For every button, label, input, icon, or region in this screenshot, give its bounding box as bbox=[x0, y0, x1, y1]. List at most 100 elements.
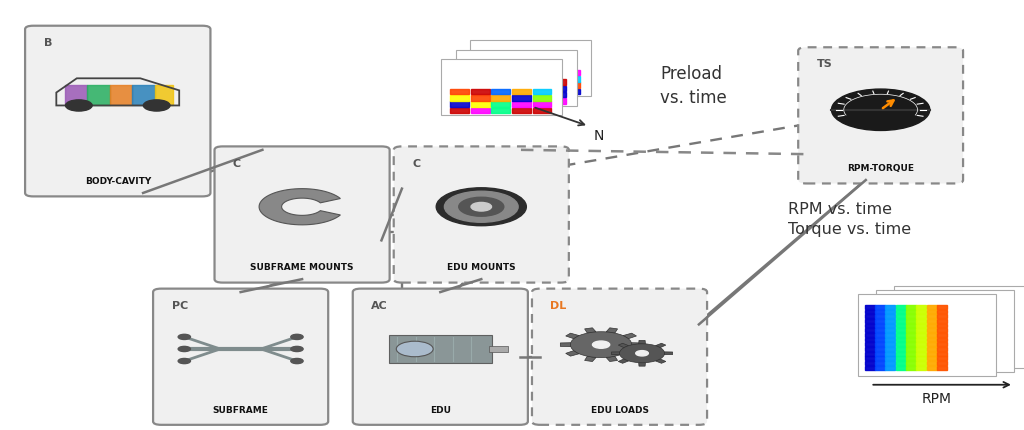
Bar bbox=[479, 71, 498, 76]
Bar bbox=[914, 334, 924, 338]
Bar bbox=[925, 362, 935, 366]
Bar bbox=[955, 315, 966, 319]
Bar bbox=[465, 99, 483, 104]
Bar bbox=[883, 362, 893, 366]
Bar bbox=[864, 314, 874, 318]
Bar bbox=[896, 314, 905, 318]
Bar bbox=[923, 301, 932, 305]
Bar bbox=[906, 356, 916, 360]
Bar bbox=[901, 334, 911, 338]
Bar bbox=[532, 96, 552, 101]
Bar bbox=[953, 338, 964, 342]
Bar bbox=[943, 357, 953, 361]
Polygon shape bbox=[565, 351, 580, 356]
Circle shape bbox=[143, 101, 170, 112]
Bar bbox=[927, 314, 937, 318]
Bar bbox=[885, 319, 895, 323]
Bar bbox=[541, 77, 559, 83]
Bar bbox=[906, 310, 916, 314]
Polygon shape bbox=[560, 343, 570, 347]
Bar bbox=[896, 361, 905, 365]
Bar bbox=[885, 352, 895, 356]
Bar bbox=[893, 324, 903, 328]
Bar bbox=[927, 329, 937, 332]
Bar bbox=[874, 343, 885, 347]
Bar bbox=[893, 347, 903, 351]
Bar bbox=[485, 93, 504, 98]
Bar bbox=[933, 310, 942, 314]
Circle shape bbox=[66, 101, 92, 112]
Bar bbox=[492, 89, 510, 95]
Bar bbox=[883, 324, 893, 328]
Bar bbox=[933, 338, 942, 342]
Bar bbox=[911, 348, 922, 352]
Bar bbox=[911, 320, 922, 324]
Bar bbox=[896, 338, 905, 342]
Bar bbox=[955, 347, 966, 351]
Bar bbox=[923, 315, 932, 319]
Bar bbox=[974, 334, 984, 338]
Bar bbox=[526, 86, 545, 92]
Bar bbox=[479, 77, 498, 83]
Bar bbox=[937, 366, 947, 370]
Bar bbox=[943, 297, 953, 301]
Bar bbox=[885, 361, 895, 365]
Bar bbox=[925, 310, 935, 314]
Bar bbox=[532, 89, 552, 95]
Bar bbox=[864, 338, 874, 342]
Text: SUBFRAME MOUNTS: SUBFRAME MOUNTS bbox=[250, 263, 354, 272]
Text: DL: DL bbox=[551, 300, 566, 310]
Bar bbox=[911, 310, 922, 314]
Bar bbox=[541, 89, 559, 95]
Bar bbox=[465, 86, 483, 92]
Bar bbox=[945, 306, 955, 310]
Bar bbox=[864, 352, 874, 356]
Polygon shape bbox=[585, 356, 596, 362]
Circle shape bbox=[444, 192, 518, 223]
Bar bbox=[943, 338, 953, 342]
Bar bbox=[465, 80, 483, 86]
Bar bbox=[911, 357, 922, 361]
Bar bbox=[927, 366, 937, 370]
Bar bbox=[964, 338, 974, 342]
Bar bbox=[927, 305, 937, 309]
Bar bbox=[901, 315, 911, 319]
Text: TS: TS bbox=[817, 59, 833, 69]
Bar bbox=[906, 343, 916, 347]
Polygon shape bbox=[623, 351, 637, 356]
Bar bbox=[945, 310, 955, 314]
Circle shape bbox=[459, 198, 504, 217]
Bar bbox=[955, 324, 966, 328]
Bar bbox=[896, 310, 905, 314]
Bar bbox=[974, 320, 984, 324]
Bar bbox=[901, 297, 911, 301]
Text: PC: PC bbox=[171, 300, 187, 310]
Bar bbox=[885, 338, 895, 342]
Bar bbox=[526, 93, 545, 98]
Bar bbox=[904, 343, 913, 347]
Bar bbox=[916, 333, 927, 337]
Bar bbox=[451, 96, 469, 101]
Bar bbox=[864, 361, 874, 365]
Bar bbox=[864, 347, 874, 351]
Polygon shape bbox=[618, 344, 629, 348]
Bar bbox=[974, 329, 984, 333]
Bar bbox=[935, 306, 945, 310]
Bar bbox=[955, 301, 966, 305]
Bar bbox=[896, 324, 905, 328]
Text: Preload
vs. time: Preload vs. time bbox=[660, 65, 727, 107]
Bar bbox=[914, 343, 924, 347]
Bar bbox=[883, 352, 893, 356]
Bar bbox=[914, 329, 924, 333]
Bar bbox=[883, 301, 893, 305]
Bar bbox=[904, 306, 913, 310]
Bar bbox=[901, 306, 911, 310]
Bar bbox=[933, 348, 942, 352]
Bar bbox=[974, 325, 984, 329]
Bar bbox=[943, 315, 953, 319]
Bar bbox=[914, 347, 924, 351]
Bar bbox=[885, 343, 895, 347]
Bar bbox=[893, 306, 903, 310]
Bar bbox=[904, 352, 913, 356]
Bar bbox=[893, 334, 903, 338]
